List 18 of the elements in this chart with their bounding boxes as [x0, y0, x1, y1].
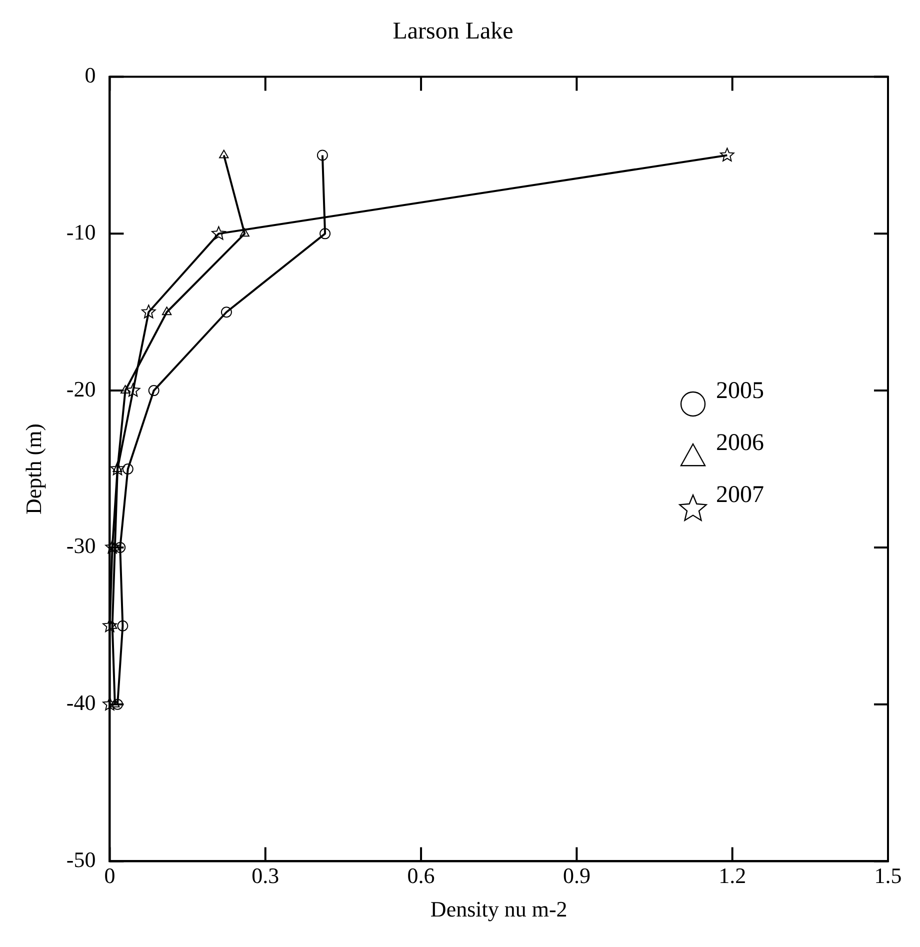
x-tick-label: 1.5: [874, 863, 902, 888]
x-tick-label: 0.6: [407, 863, 435, 888]
legend-label: 2007: [716, 481, 764, 509]
x-tick-label: 0: [104, 863, 116, 888]
y-tick-label: -10: [66, 219, 96, 244]
chart-title: Larson Lake: [392, 18, 514, 45]
y-tick-label: -40: [66, 690, 96, 716]
x-tick-label: 0.9: [562, 863, 590, 888]
legend-label: 2006: [716, 429, 764, 457]
y-tick-label: -20: [66, 376, 96, 402]
legend-label: 2005: [716, 377, 764, 405]
x-axis-title: Density nu m-2: [430, 896, 568, 922]
y-axis-title: Depth (m): [20, 423, 46, 515]
y-tick-label: -50: [66, 846, 96, 872]
x-tick-label: 0.3: [252, 863, 280, 888]
y-tick-label: -30: [66, 533, 96, 558]
y-tick-label: 0: [84, 62, 96, 88]
x-tick-label: 1.2: [718, 863, 746, 888]
